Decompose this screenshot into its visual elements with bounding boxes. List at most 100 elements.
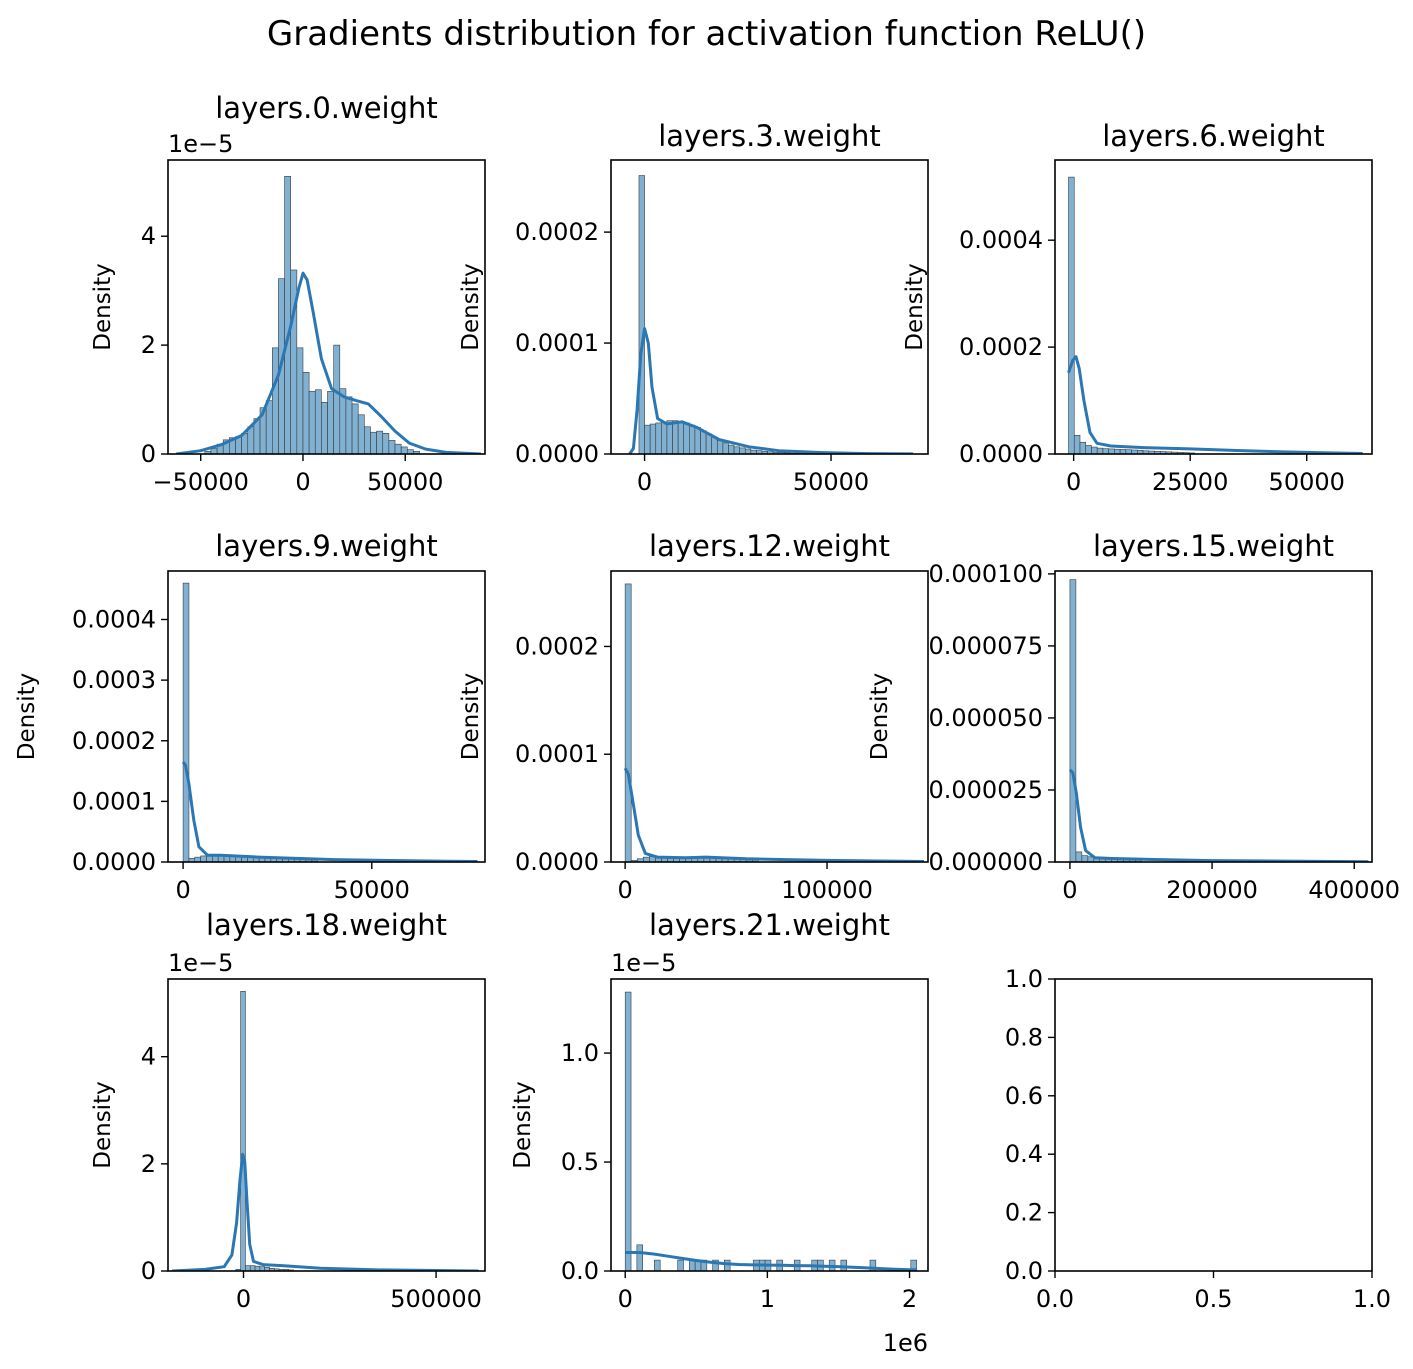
- subplot-title: layers.6.weight: [1102, 119, 1325, 153]
- histogram-bar: [1068, 176, 1075, 454]
- subplot-9: 0.0 0.5 1.0 0.0 0.2 0.4 0.6 0.8 1.0: [1005, 965, 1391, 1313]
- y-tick-label: 0.0002: [515, 632, 599, 660]
- y-tick-label: 2: [141, 1150, 156, 1178]
- histogram-bar: [644, 424, 651, 454]
- y-tick-label: 2: [141, 331, 156, 359]
- x-offset-label: 1e6: [883, 1329, 928, 1357]
- x-tick-label: 0: [236, 1285, 251, 1313]
- x-tick-label: 0: [1062, 876, 1077, 904]
- subplot-8: 0 1 2 0.0 0.5 1.0 layers.21.weight Density 1e−5 1…: [510, 908, 929, 1357]
- histogram-bar: [1069, 579, 1077, 862]
- y-tick-label: 0.5: [561, 1148, 599, 1176]
- kde-line: [172, 1152, 479, 1271]
- histogram-bar: [1075, 851, 1083, 862]
- y-axis-label: Density: [90, 1081, 116, 1168]
- x-tick-label: 50000: [1269, 468, 1345, 496]
- plot-area: [624, 991, 917, 1271]
- y-tick-label: 0.0001: [72, 787, 156, 815]
- histogram-bar: [210, 448, 218, 454]
- histogram-bar: [689, 1259, 696, 1271]
- histogram-bar: [712, 1259, 719, 1271]
- histogram-bar: [265, 400, 273, 454]
- subplot-title: layers.9.weight: [215, 529, 438, 563]
- x-tick-label: 0: [618, 1285, 633, 1313]
- histogram-bar: [677, 1259, 684, 1271]
- y-axis-label: Density: [902, 263, 928, 350]
- histogram-bar: [654, 1259, 661, 1271]
- x-tick-label: 0: [1066, 468, 1081, 496]
- histogram-bar: [394, 443, 402, 454]
- histogram-bar: [1085, 445, 1092, 454]
- histogram-bar: [666, 420, 673, 454]
- y-tick-label: 0.0000: [72, 848, 156, 876]
- histogram-bar: [694, 427, 701, 454]
- histogram-bar: [245, 1265, 251, 1271]
- histogram-bar: [733, 446, 740, 454]
- y-tick-label: 0.000000: [928, 848, 1043, 876]
- kde-line: [181, 761, 478, 862]
- x-tick-label: 100000: [781, 876, 873, 904]
- histogram-bar: [296, 347, 304, 454]
- histogram-bar: [321, 401, 328, 454]
- histogram-bar: [200, 855, 207, 862]
- histogram-bar: [382, 433, 390, 454]
- histogram-bar: [314, 389, 322, 454]
- histogram-bar: [370, 431, 377, 454]
- y-tick-label: 0.000100: [928, 560, 1043, 588]
- subplot-title: layers.12.weight: [649, 529, 890, 563]
- histogram-bar: [700, 430, 707, 454]
- histogram-bar: [722, 442, 729, 454]
- histogram-bar: [272, 347, 279, 454]
- histogram-bar: [400, 446, 408, 454]
- plot-area: [623, 583, 925, 862]
- x-tick-label: 50000: [367, 468, 443, 496]
- y-axis-label: Density: [867, 673, 893, 760]
- x-tick-label: 1: [760, 1285, 775, 1313]
- histogram-bar: [624, 991, 632, 1271]
- x-tick-label: 0.0: [1036, 1285, 1074, 1313]
- histogram-bar: [636, 1244, 644, 1271]
- y-tick-label: 1.0: [561, 1039, 599, 1067]
- histogram-bar: [705, 433, 712, 454]
- histogram-bar: [182, 582, 190, 862]
- subplot-title: layers.18.weight: [206, 908, 447, 942]
- y-tick-label: 0: [141, 440, 156, 468]
- x-tick-label: 50000: [793, 468, 869, 496]
- histogram-bar: [351, 403, 359, 454]
- y-tick-label: 4: [141, 222, 156, 250]
- histogram-bar: [357, 414, 365, 454]
- histogram-bar: [284, 176, 292, 454]
- x-tick-label: 2: [902, 1285, 917, 1313]
- histogram-bar: [739, 447, 746, 454]
- x-tick-label: 0: [637, 468, 652, 496]
- histogram-bar: [1073, 434, 1081, 454]
- histogram-bar: [327, 391, 334, 454]
- kde-line: [1068, 768, 1369, 862]
- y-tick-label: 0: [141, 1257, 156, 1285]
- y-axis-label: Density: [90, 263, 116, 350]
- histogram-bar: [677, 421, 685, 454]
- histogram-bar: [302, 372, 310, 454]
- y-offset-label: 1e−5: [168, 130, 233, 158]
- figure-title: Gradients distribution for activation fu…: [266, 14, 1147, 54]
- y-axis-label: Density: [458, 263, 484, 350]
- y-tick-label: 0.000025: [928, 776, 1043, 804]
- y-tick-label: 0.8: [1005, 1023, 1043, 1051]
- plot-area: [172, 991, 479, 1271]
- x-tick-label: 500000: [390, 1285, 482, 1313]
- y-tick-label: 0.0004: [72, 606, 156, 634]
- axes-frame: [610, 570, 929, 863]
- histogram-bar: [1081, 855, 1089, 862]
- subplot-title: layers.3.weight: [658, 119, 881, 153]
- y-tick-label: 0.0002: [959, 333, 1043, 361]
- plot-area: [175, 176, 481, 454]
- plot-area: [1067, 176, 1363, 454]
- kde-line: [623, 767, 925, 862]
- y-tick-label: 0.0: [561, 1257, 599, 1285]
- y-tick-label: 0.000050: [928, 704, 1043, 732]
- histogram-bar: [333, 344, 341, 454]
- histogram-bar: [716, 440, 724, 454]
- histogram-bar: [711, 437, 718, 454]
- y-tick-label: 0.2: [1005, 1199, 1043, 1227]
- axes-frame: [167, 978, 486, 1272]
